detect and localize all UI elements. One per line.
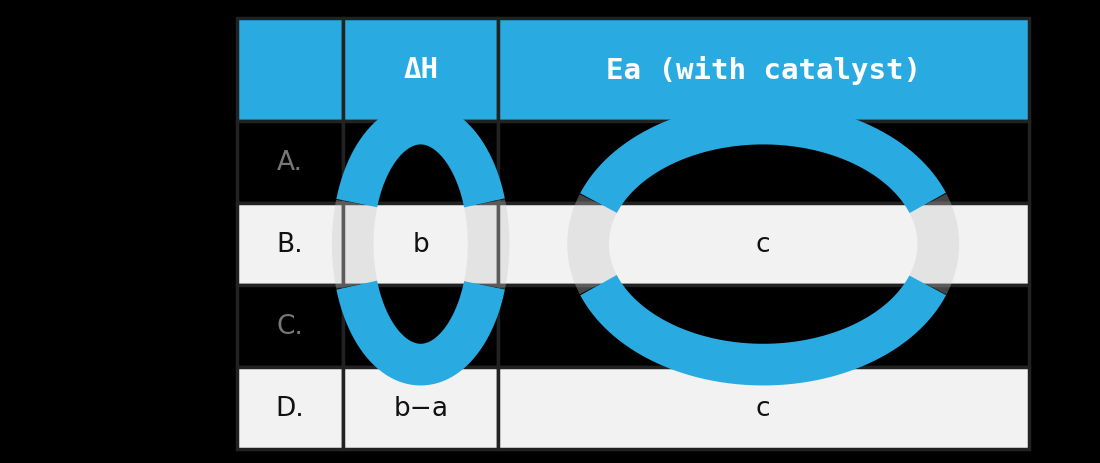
Bar [498,19,1028,122]
Bar [343,204,498,286]
Bar [343,286,498,367]
Text: b−a: b−a [393,395,448,421]
Bar [343,367,498,449]
Text: c: c [414,313,428,339]
Bar [236,122,343,204]
Bar [236,367,343,449]
Text: c: c [756,395,770,421]
Bar [498,204,1028,286]
Text: a: a [755,313,771,339]
Text: B.: B. [276,232,304,257]
Bar [236,204,343,286]
Text: a: a [412,150,429,176]
Text: Ea (with catalyst): Ea (with catalyst) [606,56,921,85]
Text: C.: C. [276,313,304,339]
Text: c: c [756,150,770,176]
Bar [498,122,1028,204]
Bar [498,286,1028,367]
Text: c: c [756,232,770,257]
Text: ΔH: ΔH [403,56,438,84]
Bar [236,19,343,122]
Text: b: b [412,232,429,257]
Bar [343,19,498,122]
Bar [236,286,343,367]
Bar [498,367,1028,449]
Text: D.: D. [276,395,305,421]
Bar [343,122,498,204]
Text: A.: A. [277,150,302,176]
